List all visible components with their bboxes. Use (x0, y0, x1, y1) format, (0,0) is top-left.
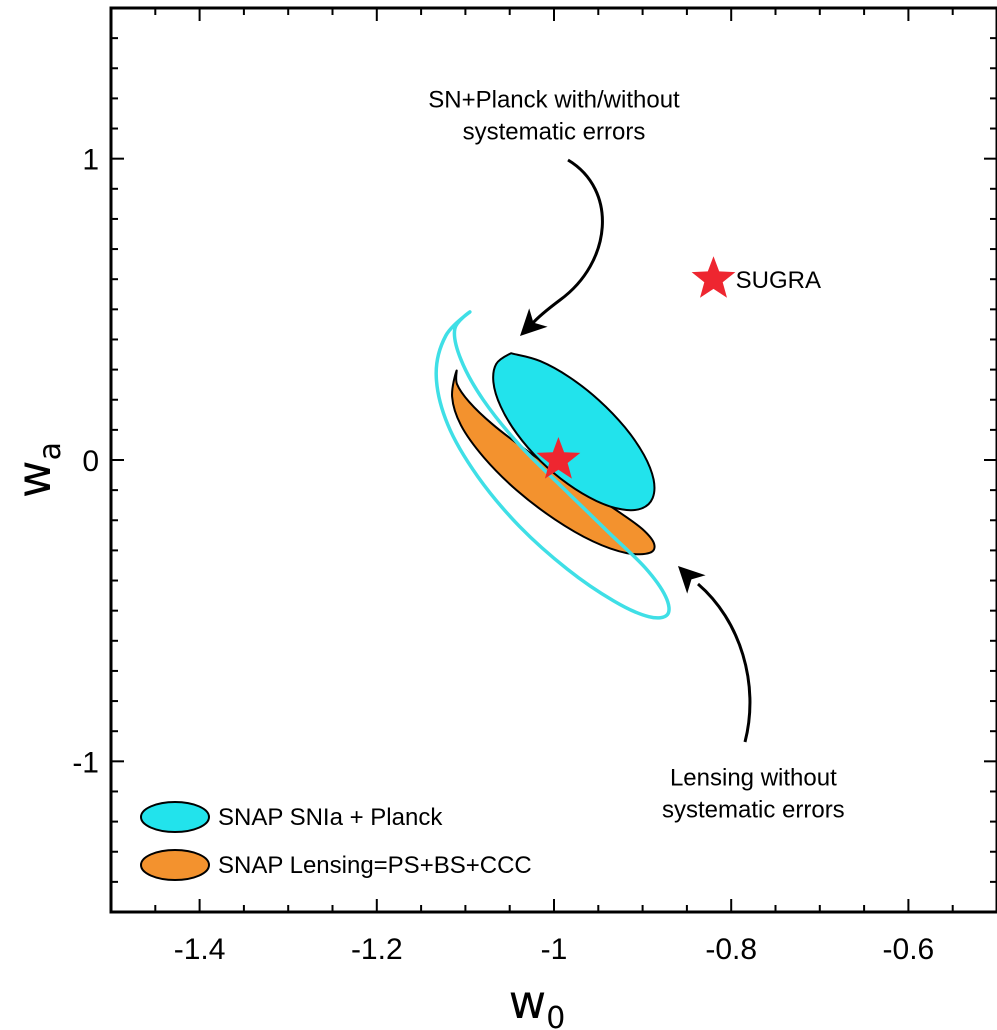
contour-snap-lensing-ps-bs-ccc (451, 369, 656, 556)
annotation-line: systematic errors (662, 796, 845, 823)
x-axis-title-subscript: 0 (546, 1001, 565, 1030)
contour-sn-planck-without-systematic-errors (434, 310, 671, 620)
legend: SNAP SNIa + Planck SNAP Lensing=PS+BS+CCC (140, 801, 532, 881)
annotation-line: SN+Planck with/without (428, 86, 680, 113)
x-tick-label: -1.4 (174, 933, 226, 966)
annotation-text: SN+Planck with/without systematic errors (428, 86, 680, 145)
arrowhead-shape (678, 566, 706, 594)
annotation-text: Lensing without systematic errors (662, 764, 845, 823)
annotation-line: systematic errors (463, 118, 646, 145)
legend-label: SNAP Lensing=PS+BS+CCC (218, 852, 532, 879)
y-tick-label: 1 (82, 144, 99, 177)
arrowhead-icon (520, 308, 548, 336)
y-axis-title-subscript: a (33, 442, 68, 460)
star-marker-sugra (691, 256, 736, 298)
y-tick-label: 0 (82, 445, 99, 478)
series-layer (434, 256, 736, 620)
x-tick-label: -1 (541, 933, 568, 966)
x-axis-title: w0 (509, 975, 566, 1030)
y-tick-label: -1 (72, 746, 99, 779)
x-tick-label: -0.6 (883, 933, 935, 966)
x-axis-title-main: w (509, 975, 547, 1029)
annotation-arrow (530, 158, 604, 325)
y-axis-title: wa (7, 442, 68, 498)
annotation-arrow (697, 582, 752, 743)
x-tick-label: -1.2 (351, 933, 403, 966)
arrowhead-shape (520, 308, 548, 336)
y-axis-title-main: w (7, 460, 61, 498)
legend-swatch (140, 801, 210, 833)
arrowhead-icon (678, 566, 706, 594)
annotation-layer: SN+Planck with/without systematic errorsL… (428, 86, 844, 823)
annotation-line: Lensing without (670, 764, 837, 791)
ticks-layer: -1.4 -1.2 -1 -0.8 -0.6 1 0 -1 (72, 8, 997, 966)
contour-snap-snia-planck (492, 352, 656, 512)
star-marker-fiducial (536, 437, 581, 479)
legend-label: SNAP SNIa + Planck (218, 804, 443, 831)
point-label-sugra: SUGRA (736, 267, 821, 294)
legend-swatch (140, 849, 210, 881)
x-tick-label: -0.8 (705, 933, 757, 966)
